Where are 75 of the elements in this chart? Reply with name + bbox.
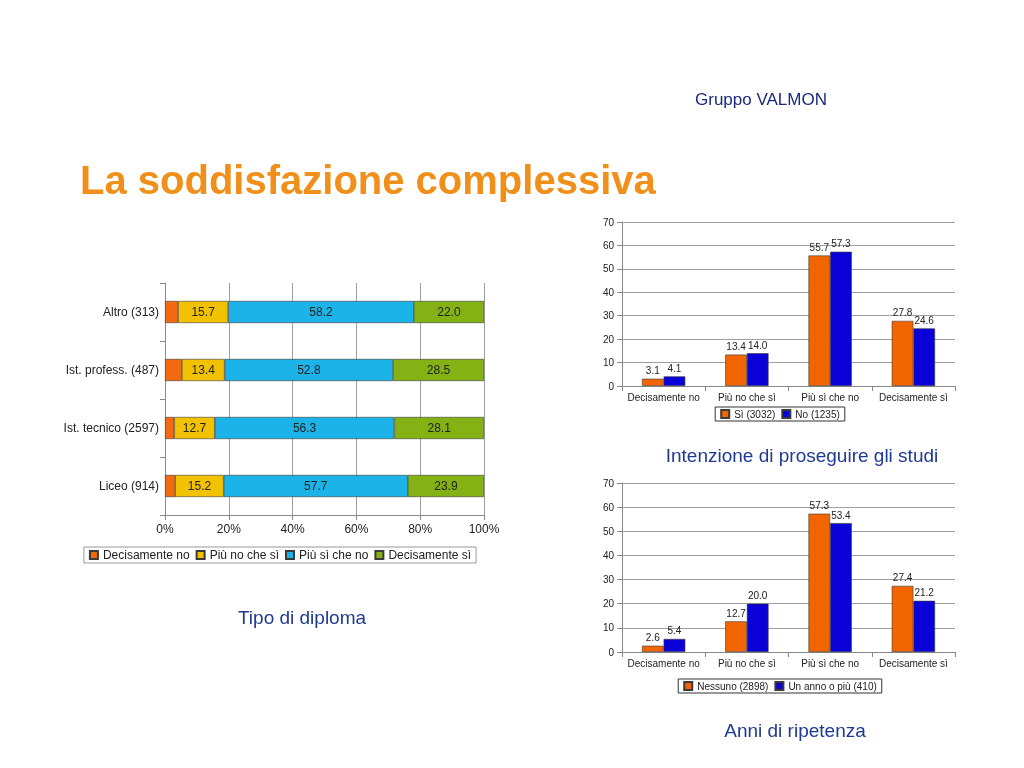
y-tick-label: 40	[602, 549, 615, 561]
data-label: 13.4	[191, 363, 216, 377]
data-label: 53.4	[831, 509, 852, 521]
y-tick-label: 20	[602, 598, 615, 610]
legend-label: Decisamente sì	[388, 548, 472, 562]
x-tick-label: 0%	[156, 522, 174, 536]
text: Tipo di diploma	[237, 607, 367, 628]
x-tick-label: 80%	[408, 522, 433, 536]
data-label: 3.1	[645, 365, 661, 377]
legend-label: Più no che sì	[209, 548, 280, 562]
x-tick-label: Più no che sì	[717, 391, 776, 403]
y-tick-label: 70	[602, 216, 615, 228]
data-label: 24.6	[914, 314, 935, 326]
data-label: 55.7	[809, 242, 830, 253]
data-label: 4.1	[667, 362, 682, 374]
x-tick-label: Decisamente sì	[878, 391, 949, 403]
data-label: 28.5	[426, 363, 451, 377]
x-tick-label: Decisamente no	[627, 657, 701, 669]
data-label: 27.8	[892, 307, 913, 319]
y-tick-label: 70	[602, 477, 615, 489]
data-label: 56.3	[292, 421, 317, 435]
y-tick-label: Ist. tecnico (2597)	[63, 421, 159, 435]
y-tick-label: 30	[602, 574, 615, 586]
data-label: 2.6	[645, 632, 661, 644]
y-tick-label: 60	[602, 501, 615, 513]
legend-label: No (1235)	[795, 408, 840, 420]
y-tick-label: 0	[608, 380, 615, 392]
x-tick-label: Più sì che no	[801, 657, 860, 669]
y-tick-label: Ist. profess. (487)	[65, 363, 159, 377]
data-label: 28.1	[427, 421, 452, 435]
x-tick-label: Più no che sì	[717, 657, 776, 669]
data-label: 23.9	[434, 479, 458, 493]
data-label: 22.0	[437, 305, 461, 319]
data-label: 5.4	[667, 625, 682, 637]
y-tick-label: 20	[602, 333, 615, 345]
text: Gruppo VALMON	[695, 90, 827, 110]
data-label: 14.0	[747, 339, 768, 351]
text: La soddisfazione complessiva	[80, 158, 656, 203]
data-label: 58.2	[309, 305, 333, 319]
data-label: 15.7	[191, 305, 216, 319]
x-tick-label: 100%	[468, 522, 500, 536]
y-tick-label: 50	[602, 525, 615, 537]
data-label: 52.8	[297, 363, 321, 377]
data-label: 12.7	[726, 607, 747, 619]
data-label: 12.7	[182, 421, 207, 435]
text: Intenzione di proseguire gli studi	[665, 445, 939, 466]
data-label: 57.3	[831, 238, 852, 250]
data-label: 57.3	[809, 500, 830, 512]
data-label: 21.2	[914, 587, 935, 599]
data-label: 15.2	[187, 479, 212, 493]
x-tick-label: 20%	[216, 522, 242, 536]
y-tick-label: 60	[602, 239, 615, 251]
data-label: 13.4	[726, 341, 747, 353]
x-tick-label: Decisamente sì	[878, 657, 949, 669]
x-tick-label: 40%	[280, 522, 305, 536]
y-tick-label: Liceo (914)	[98, 479, 159, 493]
legend-label: Un anno o più (410)	[788, 680, 877, 692]
legend-label: Decisamente no	[102, 548, 190, 562]
legend-label: Più sì che no	[299, 548, 369, 562]
data-label: 57.7	[304, 479, 328, 493]
x-tick-label: Più sì che no	[801, 391, 860, 403]
data-label: 20.0	[747, 590, 768, 602]
y-tick-label: 50	[602, 263, 615, 275]
y-tick-label: 10	[602, 357, 615, 369]
y-tick-label: Altro (313)	[102, 305, 159, 319]
y-tick-label: 10	[602, 622, 615, 634]
text: Anni di ripetenza	[724, 720, 867, 741]
x-tick-label: 60%	[344, 522, 369, 536]
y-tick-label: 30	[602, 310, 615, 322]
legend-label: Sì (3032)	[734, 408, 776, 420]
x-tick-label: Decisamente no	[627, 391, 701, 403]
legend-label: Nessuno (2898)	[697, 680, 769, 692]
y-tick-label: 0	[608, 646, 615, 658]
data-label: 27.4	[892, 572, 913, 584]
y-tick-label: 40	[602, 286, 615, 298]
